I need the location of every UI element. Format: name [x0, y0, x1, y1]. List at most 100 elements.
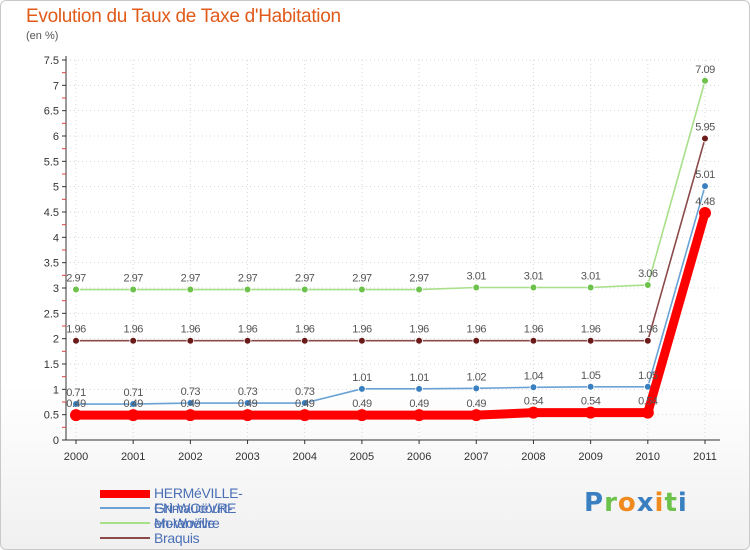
- logo-letter: o: [617, 488, 637, 518]
- data-point: [358, 336, 366, 345]
- data-point: [186, 285, 195, 294]
- data-label: 1.02: [467, 371, 487, 383]
- x-tick-label: 2003: [235, 451, 259, 463]
- legend-label: HERMéVILLE-EN-WOëVRE: [154, 485, 243, 516]
- y-tick-label: 4: [53, 232, 59, 244]
- data-point: [129, 336, 137, 345]
- data-label: 1.96: [524, 324, 544, 336]
- data-label: 1.96: [181, 324, 201, 336]
- data-point: [644, 336, 652, 345]
- data-label: 0.54: [524, 396, 544, 408]
- y-tick-label: 7: [53, 80, 59, 92]
- data-label: 1.96: [66, 324, 86, 336]
- data-point: [300, 399, 309, 407]
- x-tick-label: 2000: [64, 451, 88, 463]
- data-point: [298, 409, 311, 422]
- data-point: [644, 281, 652, 289]
- data-point: [184, 409, 197, 422]
- data-label: 1.96: [352, 324, 372, 336]
- data-point: [243, 285, 252, 294]
- data-point: [586, 336, 595, 345]
- data-point: [243, 399, 252, 407]
- data-label: 2.97: [238, 273, 258, 285]
- data-point: [241, 409, 254, 422]
- data-label: 1.04: [524, 370, 544, 382]
- data-label: 0.49: [352, 398, 372, 410]
- logo-letter: P: [584, 488, 605, 518]
- data-label: 0.71: [66, 387, 86, 399]
- y-tick-label: 7.5: [44, 55, 59, 67]
- x-tick-label: 2007: [464, 451, 488, 463]
- logo-letter: r: [604, 488, 618, 518]
- data-point: [472, 384, 481, 393]
- data-label: 0.49: [66, 398, 86, 410]
- data-point: [415, 336, 423, 345]
- data-label: 2.97: [123, 273, 143, 285]
- data-point: [586, 382, 595, 391]
- x-tick-label: 2008: [521, 451, 545, 463]
- data-point: [415, 385, 423, 393]
- data-point: [70, 409, 82, 422]
- data-label: 1.96: [467, 324, 487, 336]
- series-line: [75, 137, 706, 342]
- data-label: 1.96: [238, 324, 258, 336]
- data-point: [186, 399, 195, 407]
- data-label: 2.97: [352, 273, 372, 285]
- logo-letter: t: [664, 488, 678, 518]
- data-label: 1.96: [409, 324, 429, 336]
- data-point: [243, 336, 252, 345]
- data-label: 3.01: [581, 270, 601, 282]
- data-label: 4.48: [695, 196, 715, 208]
- data-label: 7.09: [695, 64, 715, 76]
- data-label: 1.05: [581, 370, 601, 382]
- data-label: 0.54: [581, 396, 601, 408]
- logo-letter: i: [654, 488, 665, 518]
- data-point: [300, 285, 309, 294]
- y-tick-label: 1: [53, 384, 59, 396]
- data-label: 5.01: [695, 169, 715, 181]
- data-point: [641, 406, 654, 419]
- data-point: [300, 336, 309, 345]
- data-point: [586, 283, 595, 292]
- data-label: 2.97: [409, 273, 429, 285]
- data-label: 3.01: [467, 270, 487, 282]
- y-tick-label: 2: [53, 334, 59, 346]
- data-label: 0.71: [123, 387, 143, 399]
- data-label: 0.49: [409, 398, 429, 410]
- data-point: [701, 134, 709, 143]
- legend-swatch: [100, 522, 150, 524]
- logo-letter: i: [677, 488, 688, 518]
- y-tick-label: 1.5: [44, 359, 59, 371]
- legend-swatch: [100, 490, 150, 498]
- x-tick-label: 2004: [292, 451, 316, 463]
- data-label: 0.73: [238, 386, 258, 398]
- x-tick-label: 2011: [693, 451, 717, 463]
- data-label: 3.06: [638, 268, 658, 280]
- data-label: 0.73: [295, 386, 315, 398]
- x-tick-label: 2001: [121, 451, 145, 463]
- data-label: 1.05: [638, 370, 658, 382]
- data-label: 1.01: [352, 372, 372, 384]
- y-tick-label: 0: [53, 435, 59, 447]
- legend-label: Moranville: [154, 515, 215, 531]
- data-label: 0.49: [238, 398, 258, 410]
- x-tick-label: 2006: [407, 451, 431, 463]
- data-point: [701, 76, 709, 85]
- y-tick-label: 4.5: [44, 207, 59, 219]
- data-point: [358, 285, 366, 294]
- data-point: [529, 336, 538, 345]
- chart-title: Evolution du Taux de Taxe d'Habitation: [26, 6, 341, 27]
- data-point: [186, 336, 195, 345]
- series-line: [75, 185, 706, 405]
- data-label: 1.96: [123, 324, 143, 336]
- data-label: 0.73: [181, 386, 201, 398]
- legend-label: Braquis: [154, 530, 200, 546]
- data-point: [470, 409, 483, 422]
- data-point: [472, 283, 481, 292]
- data-point: [584, 406, 597, 419]
- data-point: [358, 385, 366, 393]
- data-label: 1.96: [638, 324, 658, 336]
- data-label: 0.49: [467, 398, 487, 410]
